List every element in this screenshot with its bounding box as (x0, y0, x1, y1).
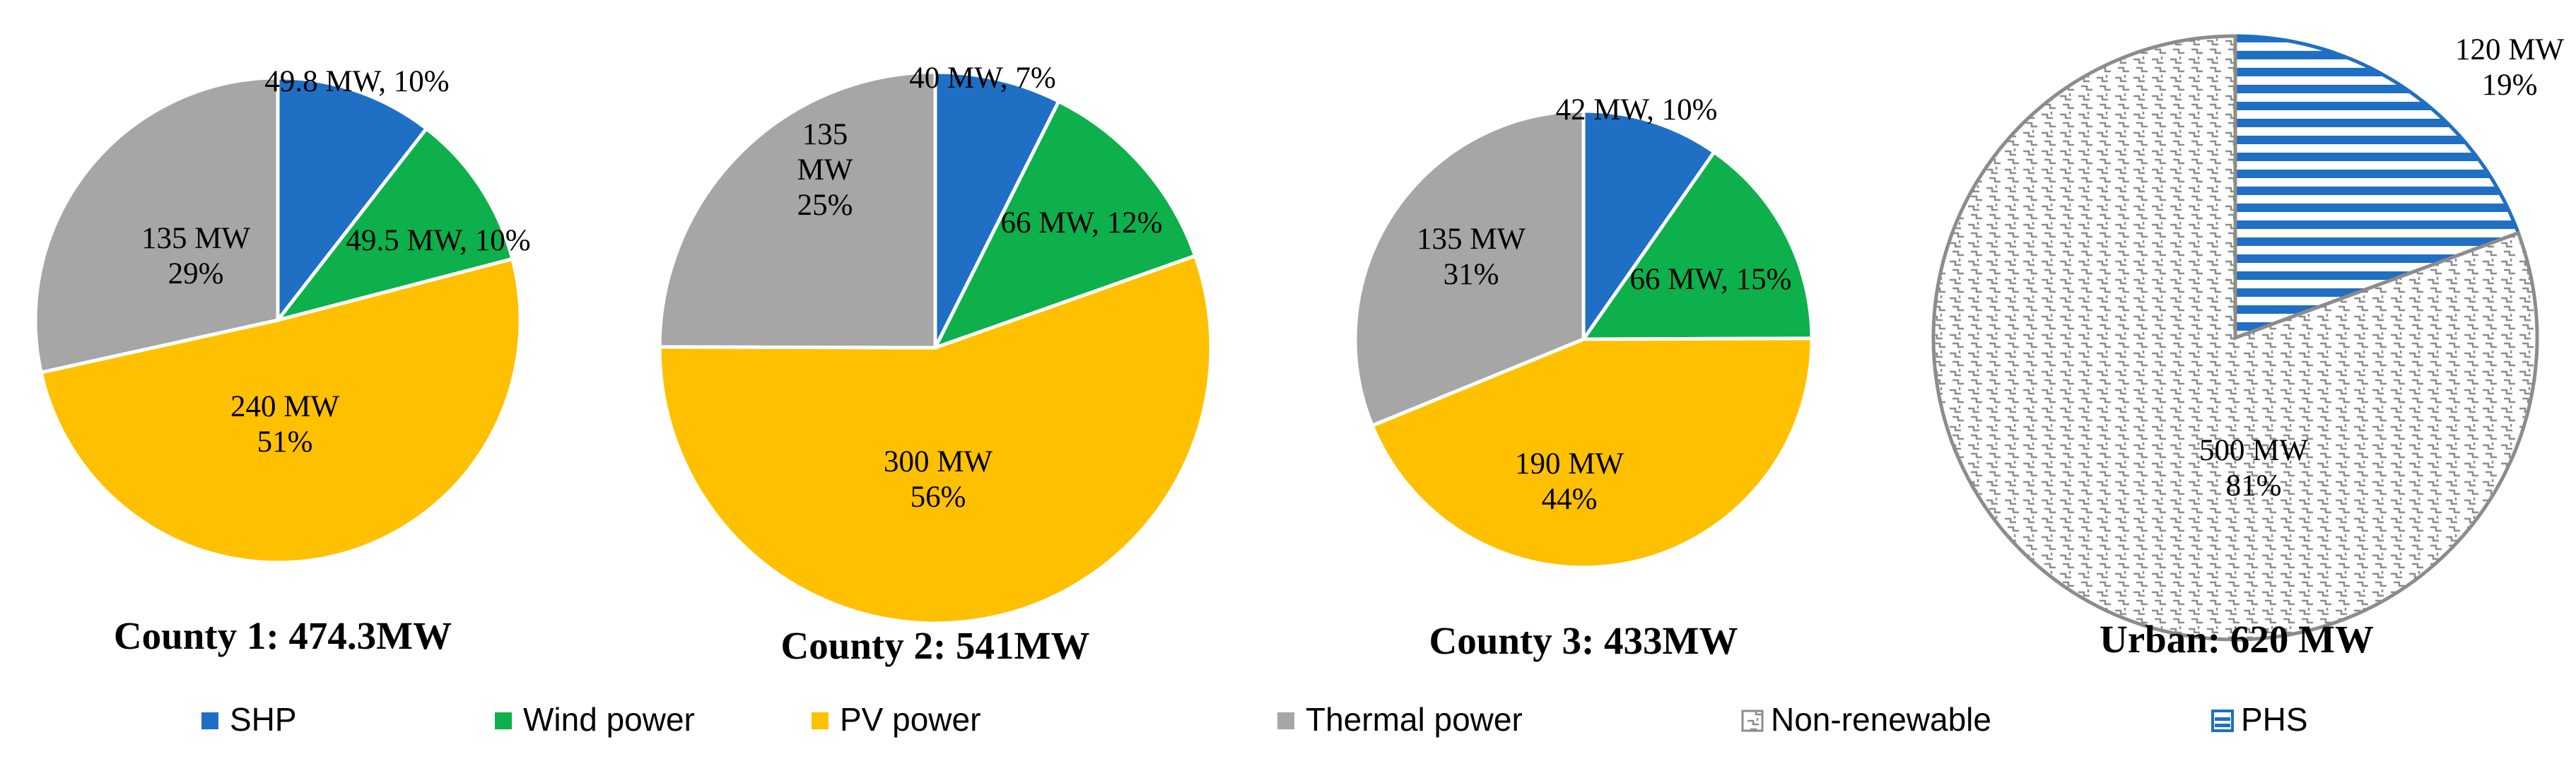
legend-swatch (495, 712, 512, 729)
slice-wind-power (1580, 149, 1814, 341)
slice-pv-power (1369, 336, 1814, 570)
data-label: 135 MW (141, 222, 250, 255)
slice-pv-power (39, 257, 522, 565)
legend-label: PV power (840, 701, 980, 738)
data-label: 19% (2482, 69, 2538, 102)
data-label: 190 MW (1515, 447, 1624, 481)
legend-swatch (201, 712, 218, 729)
data-label: 135 MW (1417, 223, 1526, 256)
slice-non-renewable (1931, 34, 2539, 642)
data-label: MW (797, 153, 853, 187)
slice-shp (276, 76, 429, 326)
data-label: 42 MW, 10% (1556, 93, 1718, 126)
data-label: 29% (168, 257, 224, 290)
legend-label: Non-renewable (1771, 701, 1991, 738)
data-label: 25% (797, 189, 853, 222)
legend-swatch (1277, 712, 1294, 729)
data-label: 40 MW, 7% (909, 61, 1055, 95)
chart-title: County 1: 474.3MW (114, 614, 452, 657)
slice-phs (2233, 34, 2521, 341)
legend-label: PHS (2241, 701, 2308, 738)
legend-item-thermal-power: Thermal power (1277, 701, 1523, 738)
legend-item-wind-power: Wind power (495, 701, 695, 738)
slice-wind-power (273, 126, 515, 324)
data-label: 300 MW (884, 445, 993, 478)
legend-label: SHP (230, 701, 297, 738)
data-label: 81% (2226, 469, 2282, 502)
slice-wind-power (931, 98, 1198, 351)
data-label: 49.5 MW, 10% (346, 224, 530, 257)
legend-item-shp: SHP (201, 701, 297, 738)
chart-title: Urban: 620 MW (2100, 618, 2374, 661)
slice-thermal-power (657, 70, 937, 350)
legend-item-pv-power: PV power (812, 701, 980, 738)
legend-swatch (812, 712, 829, 729)
data-label: 31% (1444, 258, 1499, 291)
legend-item-phs: PHS (2211, 701, 2308, 738)
data-label: 135 (802, 118, 848, 151)
legend-item-non-renewable: Non-renewable (1741, 701, 1991, 738)
legend: SHP Wind power PV power Thermal power Non-re… (201, 701, 2308, 738)
data-label: 51% (257, 425, 313, 459)
data-label: 56% (911, 481, 966, 514)
data-label: 500 MW (2199, 434, 2308, 467)
data-label: 240 MW (230, 390, 339, 423)
slice-thermal-power (1353, 109, 1586, 428)
slice-shp (1581, 109, 1717, 345)
data-label: 120 MW (2455, 33, 2564, 66)
data-label: 66 MW, 12% (1001, 206, 1163, 240)
data-label: 66 MW, 15% (1630, 263, 1792, 296)
data-label: 49.8 MW, 10% (264, 65, 449, 98)
legend-label: Wind power (523, 701, 695, 738)
chart-title: County 2: 541MW (781, 624, 1090, 667)
chart-title: County 3: 433MW (1429, 619, 1738, 662)
legend-label: Thermal power (1306, 701, 1523, 738)
slice-thermal-power (33, 76, 280, 375)
data-label: 44% (1542, 483, 1598, 516)
slice-shp (933, 70, 1062, 349)
legend-swatch (1741, 710, 1764, 732)
